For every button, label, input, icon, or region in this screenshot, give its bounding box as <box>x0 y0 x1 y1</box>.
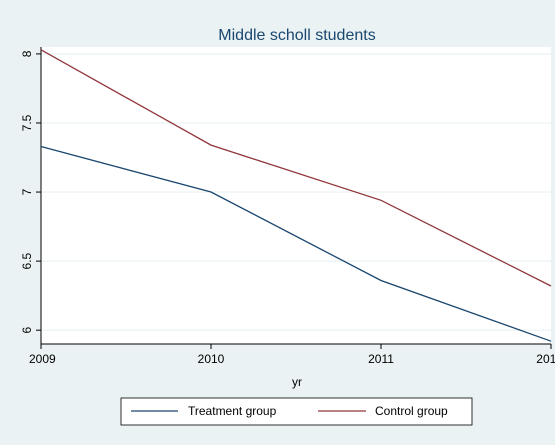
x-axis-title: yr <box>292 375 302 389</box>
legend-box <box>120 397 473 426</box>
x-tick-label: 2010 <box>198 352 225 366</box>
y-tick-label: 7.5 <box>20 114 34 131</box>
series-layer <box>40 49 552 342</box>
y-tick-label: 8 <box>20 50 34 57</box>
legend-label-control: Control group <box>375 404 448 418</box>
series-line-control <box>40 49 552 287</box>
x-tick-label: 2011 <box>368 352 394 366</box>
x-tick-label: 2009 <box>29 352 56 366</box>
plot-area <box>41 47 551 344</box>
axis-layer: 6 6.5 7 7.5 8 2009 2010 2011 2012 <box>20 47 555 366</box>
grid-layer <box>41 53 551 331</box>
y-tick-label: 7 <box>20 188 34 195</box>
chart-title: Middle scholl students <box>218 27 375 44</box>
series-line-treatment <box>40 145 552 342</box>
legend-label-treatment: Treatment group <box>188 404 277 418</box>
x-tick-label: 2012 <box>536 352 555 366</box>
y-tick-label: 6.5 <box>20 252 34 269</box>
legend: Treatment group Control group <box>120 397 473 426</box>
y-tick-label: 6 <box>20 327 34 334</box>
